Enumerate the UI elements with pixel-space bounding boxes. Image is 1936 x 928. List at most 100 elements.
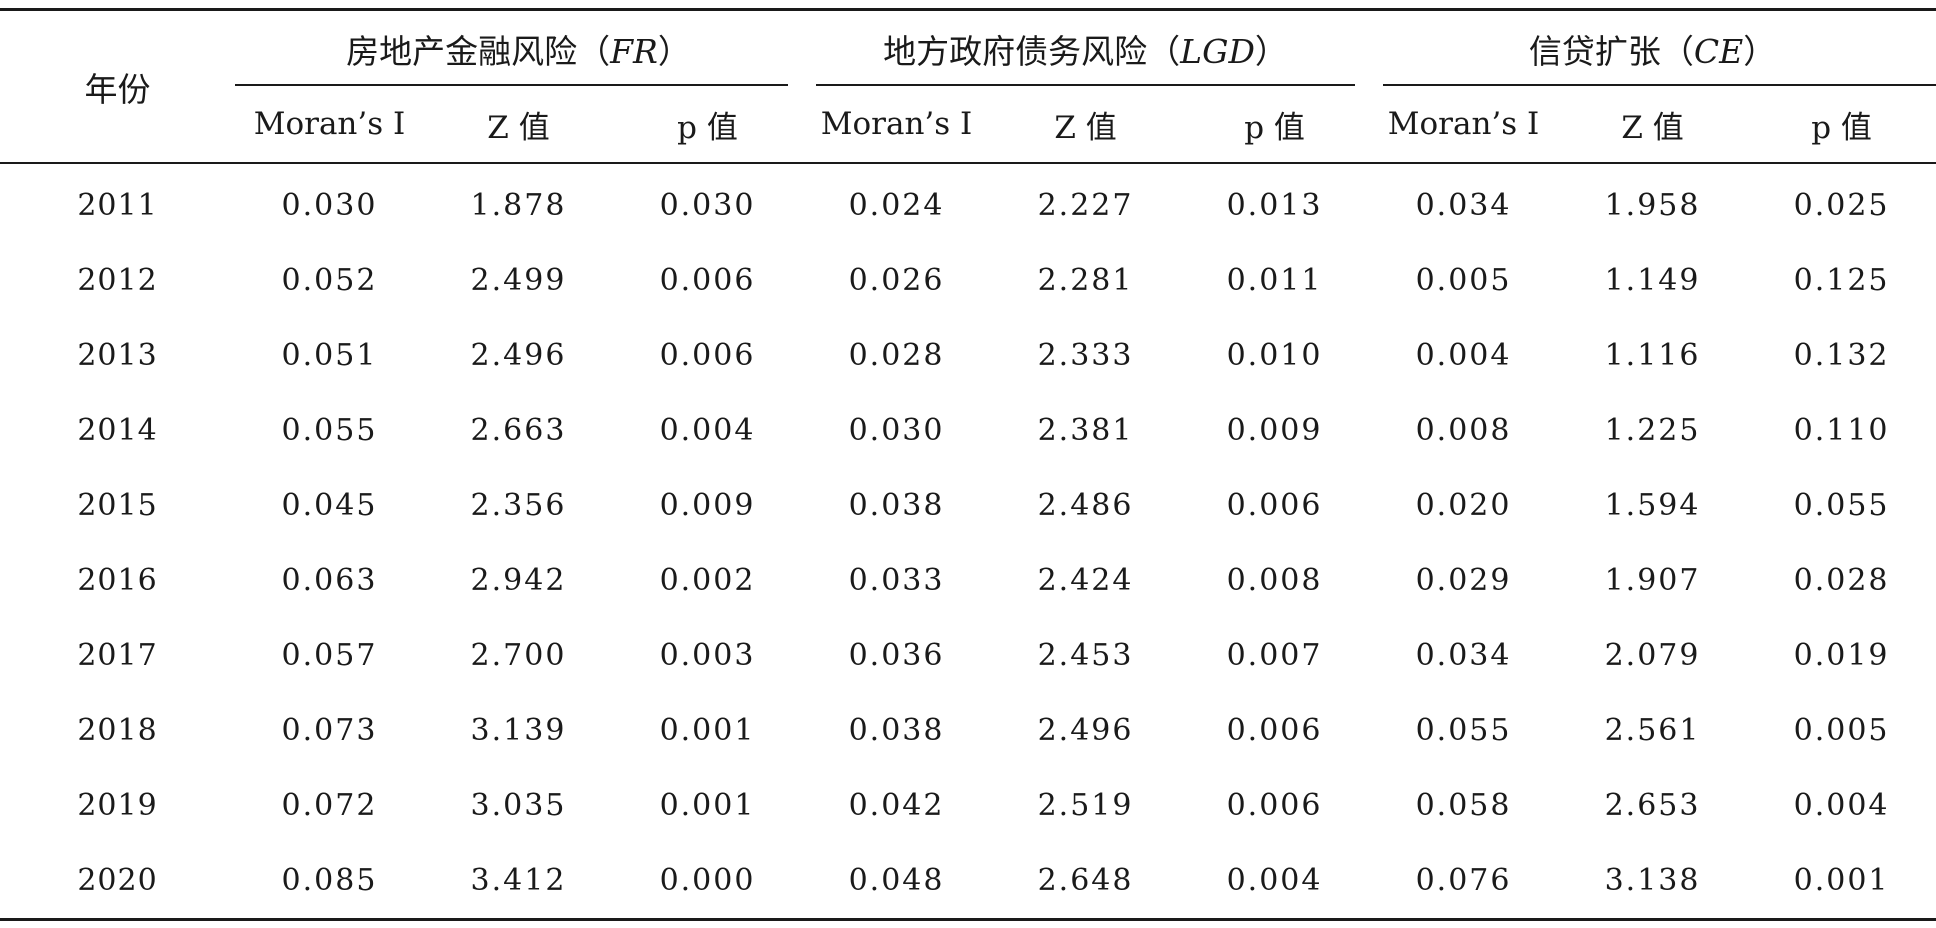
group-label-abbr: CE <box>1693 31 1744 71</box>
value-cell: 2.648 <box>1037 863 1134 898</box>
value-cell: 0.013 <box>1226 188 1323 223</box>
sub-header-morans-i: Moran’s I <box>253 106 406 142</box>
sub-header-z-value: Z 值 <box>1054 109 1117 146</box>
value-cell: 2.496 <box>1037 713 1134 748</box>
table-row: 2016 0.063 2.942 0.002 0.033 2.424 0.008 0.029 1… <box>0 543 1936 618</box>
value-cell: 2.453 <box>1037 638 1134 673</box>
value-cell: 0.003 <box>659 638 756 673</box>
value-cell: 0.085 <box>281 863 378 898</box>
value-cell: 2.519 <box>1037 788 1134 823</box>
value-cell: 2.079 <box>1604 638 1701 673</box>
group-underline <box>816 84 1356 86</box>
moran-table-container: 年份 房地产金融风险（FR） 地方政府债务风险（LGD） 信贷扩张（CE） Mo… <box>0 8 1936 921</box>
value-cell: 1.225 <box>1604 413 1701 448</box>
value-cell: 0.004 <box>1793 788 1890 823</box>
year-cell: 2016 <box>77 563 158 598</box>
moran-index-table: 年份 房地产金融风险（FR） 地方政府债务风险（LGD） 信贷扩张（CE） Mo… <box>0 8 1936 921</box>
value-cell: 0.042 <box>848 788 945 823</box>
value-cell: 0.029 <box>1415 563 1512 598</box>
value-cell: 0.001 <box>659 713 756 748</box>
table-row: 2013 0.051 2.496 0.006 0.028 2.333 0.010 0.004 1… <box>0 318 1936 393</box>
group-label-suffix: ） <box>657 31 691 71</box>
value-cell: 0.030 <box>659 188 756 223</box>
value-cell: 0.073 <box>281 713 378 748</box>
value-cell: 0.052 <box>281 263 378 298</box>
value-cell: 0.033 <box>848 563 945 598</box>
value-cell: 0.055 <box>1793 488 1890 523</box>
sub-header-row: Moran’s I Z 值 p 值 Moran’s I Z 值 p 值 Mora… <box>0 86 1936 163</box>
value-cell: 0.110 <box>1793 413 1890 448</box>
value-cell: 3.035 <box>470 788 567 823</box>
sub-header-p-value: p 值 <box>1244 109 1305 146</box>
sub-header-morans-i: Moran’s I <box>1387 106 1540 142</box>
group-header-lgd: 地方政府债务风险（LGD） <box>802 10 1369 86</box>
value-cell: 2.227 <box>1037 188 1134 223</box>
value-cell: 3.412 <box>470 863 567 898</box>
value-cell: 0.055 <box>281 413 378 448</box>
table-row: 2020 0.085 3.412 0.000 0.048 2.648 0.004 0.076 3… <box>0 843 1936 920</box>
value-cell: 0.034 <box>1415 638 1512 673</box>
value-cell: 0.051 <box>281 338 378 373</box>
value-cell: 0.004 <box>1226 863 1323 898</box>
value-cell: 0.063 <box>281 563 378 598</box>
value-cell: 2.486 <box>1037 488 1134 523</box>
value-cell: 1.958 <box>1604 188 1701 223</box>
value-cell: 0.072 <box>281 788 378 823</box>
value-cell: 2.496 <box>470 338 567 373</box>
value-cell: 2.381 <box>1037 413 1134 448</box>
value-cell: 0.006 <box>1226 488 1323 523</box>
sub-header-z-value: Z 值 <box>487 109 550 146</box>
value-cell: 0.048 <box>848 863 945 898</box>
value-cell: 2.561 <box>1604 713 1701 748</box>
value-cell: 0.019 <box>1793 638 1890 673</box>
value-cell: 0.076 <box>1415 863 1512 898</box>
year-cell: 2011 <box>77 188 158 223</box>
value-cell: 2.333 <box>1037 338 1134 373</box>
group-header-fr: 房地产金融风险（FR） <box>235 10 802 86</box>
value-cell: 1.907 <box>1604 563 1701 598</box>
year-cell: 2020 <box>77 863 158 898</box>
group-label-prefix: 地方政府债务风险（ <box>883 31 1181 71</box>
sub-header-p-value: p 值 <box>677 109 738 146</box>
table-row: 2012 0.052 2.499 0.006 0.026 2.281 0.011 0.005 1… <box>0 243 1936 318</box>
value-cell: 0.010 <box>1226 338 1323 373</box>
value-cell: 0.008 <box>1226 563 1323 598</box>
sub-header-p-value: p 值 <box>1811 109 1872 146</box>
value-cell: 0.057 <box>281 638 378 673</box>
year-cell: 2017 <box>77 638 158 673</box>
value-cell: 2.663 <box>470 413 567 448</box>
value-cell: 0.006 <box>1226 713 1323 748</box>
value-cell: 0.028 <box>848 338 945 373</box>
value-cell: 0.004 <box>659 413 756 448</box>
value-cell: 0.020 <box>1415 488 1512 523</box>
value-cell: 0.006 <box>659 338 756 373</box>
value-cell: 0.004 <box>1415 338 1512 373</box>
value-cell: 2.499 <box>470 263 567 298</box>
value-cell: 1.594 <box>1604 488 1701 523</box>
group-header-row: 年份 房地产金融风险（FR） 地方政府债务风险（LGD） 信贷扩张（CE） <box>0 9 1936 164</box>
value-cell: 1.116 <box>1604 338 1701 373</box>
value-cell: 1.878 <box>470 188 567 223</box>
value-cell: 0.009 <box>1226 413 1323 448</box>
value-cell: 2.356 <box>470 488 567 523</box>
sub-header-z-value: Z 值 <box>1621 109 1684 146</box>
value-cell: 0.026 <box>848 263 945 298</box>
value-cell: 0.125 <box>1793 263 1890 298</box>
value-cell: 0.038 <box>848 713 945 748</box>
group-underline <box>235 84 789 86</box>
year-cell: 2012 <box>77 263 158 298</box>
group-label-abbr: LGD <box>1180 31 1255 71</box>
table-row: 2011 0.030 1.878 0.030 0.024 2.227 0.013 0.034 1… <box>0 163 1936 243</box>
table-row: 2014 0.055 2.663 0.004 0.030 2.381 0.009 0.008 1… <box>0 393 1936 468</box>
year-cell: 2014 <box>77 413 158 448</box>
year-cell: 2019 <box>77 788 158 823</box>
group-label-prefix: 信贷扩张（ <box>1528 31 1694 71</box>
value-cell: 0.055 <box>1415 713 1512 748</box>
group-label-suffix: ） <box>1254 31 1288 71</box>
value-cell: 0.008 <box>1415 413 1512 448</box>
value-cell: 3.138 <box>1604 863 1701 898</box>
value-cell: 0.024 <box>848 188 945 223</box>
value-cell: 1.149 <box>1604 263 1701 298</box>
value-cell: 2.700 <box>470 638 567 673</box>
value-cell: 0.007 <box>1226 638 1323 673</box>
